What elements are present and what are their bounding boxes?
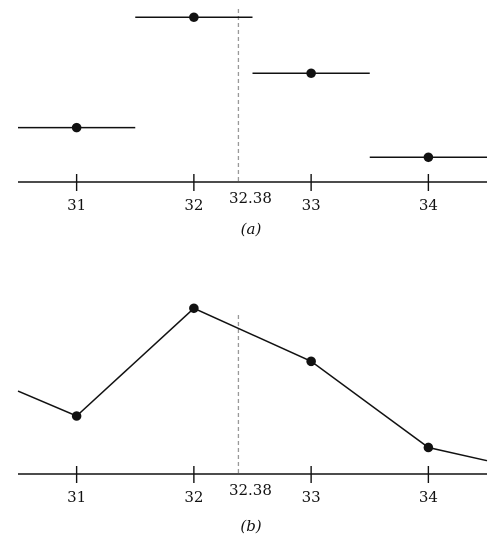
- chart-b-point-1: [189, 303, 199, 314]
- chart-a-point-3: [423, 152, 434, 163]
- chart-a-tick-label-34: 34: [419, 196, 438, 214]
- chart-b-marker-label: 32.38: [229, 481, 272, 499]
- chart-a-point-0: [71, 122, 82, 133]
- chart-a-point-1: [189, 12, 199, 23]
- chart-a-tick-label-33: 33: [302, 196, 321, 214]
- chart-b-tick-label-33: 33: [302, 488, 321, 506]
- chart-b-tick-label-32: 32: [184, 488, 203, 506]
- chart-b-point-3: [423, 442, 434, 453]
- chart-a-tick-label-31: 31: [67, 196, 86, 214]
- chart-a-caption: (a): [241, 220, 262, 238]
- chart-b-caption: (b): [240, 517, 261, 535]
- chart-b-line: 31 32 33 34 32.38: [17, 303, 488, 506]
- chart-a-marker-label: 32.38: [229, 189, 272, 207]
- chart-b-line: [17, 307, 488, 462]
- chart-a-point-2: [306, 68, 316, 79]
- chart-b-point-0: [71, 411, 82, 421]
- chart-b-tick-label-31: 31: [67, 488, 86, 506]
- chart-a-step: 31 32 33 34 32.38: [18, 9, 487, 214]
- chart-b-tick-label-34: 34: [419, 488, 438, 506]
- chart-a-tick-label-32: 32: [184, 196, 203, 214]
- chart-b-point-2: [306, 356, 316, 367]
